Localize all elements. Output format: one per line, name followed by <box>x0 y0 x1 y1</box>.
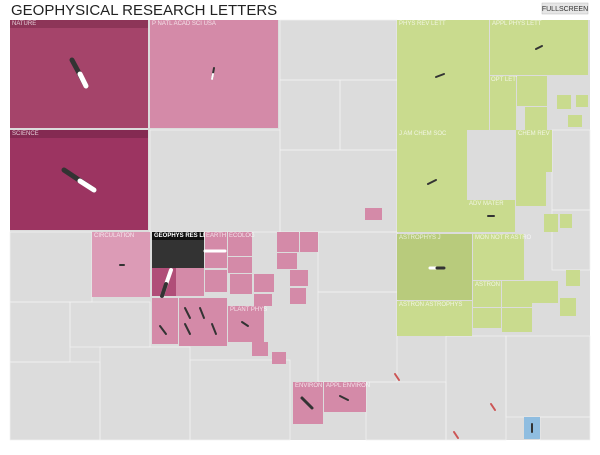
node-box[interactable] <box>502 281 532 307</box>
node-header <box>152 232 204 240</box>
needle <box>339 395 349 401</box>
node-box[interactable] <box>560 214 572 228</box>
needle <box>300 396 314 410</box>
node-label: J AM CHEM SOC <box>399 131 447 137</box>
node-label: APPL ENVIRON <box>326 383 370 389</box>
node-box[interactable] <box>560 298 576 316</box>
needle <box>453 431 459 439</box>
node-box[interactable] <box>277 253 297 269</box>
node-box[interactable] <box>566 270 580 286</box>
node-box[interactable] <box>517 76 547 106</box>
node-box[interactable] <box>576 95 588 107</box>
node-box[interactable] <box>230 274 252 294</box>
node-box[interactable] <box>502 308 532 332</box>
node-box[interactable] <box>525 107 547 130</box>
node-label: P NATL ACAD SCI USA <box>152 21 216 27</box>
node-label: OPT LETT <box>491 77 520 83</box>
needle <box>241 321 249 327</box>
node-box[interactable] <box>272 352 286 364</box>
needle <box>184 307 191 319</box>
node-box[interactable] <box>254 294 272 306</box>
node-box[interactable] <box>473 308 501 328</box>
node-label: ECOLOG <box>229 233 255 239</box>
node-box[interactable] <box>544 214 558 232</box>
needle <box>211 73 214 80</box>
needle <box>435 73 445 78</box>
node-header <box>10 20 148 28</box>
fullscreen-label[interactable]: FULLSCREEN <box>542 6 588 13</box>
node-label: CIRCULATION <box>94 233 134 239</box>
node-label: NATURE <box>12 21 36 27</box>
needle <box>394 373 400 381</box>
node-label: ADV MATER <box>469 201 504 207</box>
node-box[interactable] <box>300 232 318 252</box>
node-box[interactable] <box>568 115 582 127</box>
node-label: PHYS REV LETT <box>399 21 446 27</box>
node-label: ENVIRON <box>295 383 322 389</box>
node-label: GEOPHYS RES LET <box>154 233 211 239</box>
node-label: SCIENCE <box>12 131 39 137</box>
grid-cell <box>189 359 291 441</box>
node-box[interactable] <box>176 268 204 296</box>
needles <box>61 45 543 439</box>
node-box[interactable] <box>152 298 178 344</box>
node-box[interactable] <box>252 342 268 356</box>
node-header <box>10 130 148 138</box>
page-title: GEOPHYSICAL RESEARCH LETTERS <box>11 2 277 19</box>
node-box[interactable] <box>324 382 366 412</box>
needle <box>199 307 205 319</box>
needle <box>490 403 496 411</box>
title-box <box>8 2 234 20</box>
needle <box>77 71 89 89</box>
node-label: ASTRON J <box>475 282 505 288</box>
node-label: EARTH <box>206 233 226 239</box>
needle <box>159 325 167 335</box>
needle <box>184 323 191 335</box>
node-box[interactable] <box>228 232 252 256</box>
node-label: MON NOT R ASTRO <box>475 235 532 241</box>
node-box[interactable] <box>473 234 524 280</box>
node-box[interactable] <box>254 274 274 292</box>
node-box[interactable] <box>532 281 558 303</box>
node-box[interactable] <box>516 130 552 172</box>
node-label: ASTROPHYS J <box>399 235 441 241</box>
node-box[interactable] <box>205 270 227 292</box>
node-box[interactable] <box>228 257 252 273</box>
node-box[interactable] <box>397 301 472 336</box>
node-box[interactable] <box>557 95 571 109</box>
node-box[interactable] <box>277 232 299 252</box>
node-box[interactable] <box>473 281 501 307</box>
node-label: APPL PHYS LETT <box>492 21 542 27</box>
node-box[interactable] <box>516 172 546 206</box>
needle <box>77 178 97 193</box>
node-label: PLANT PHYS <box>230 307 267 313</box>
node-box[interactable] <box>290 270 308 286</box>
node-box[interactable] <box>490 76 516 130</box>
needle <box>160 282 168 298</box>
grid-cells <box>9 19 591 441</box>
needle <box>211 323 217 335</box>
node-box[interactable] <box>365 208 382 220</box>
fullscreen-button[interactable] <box>541 2 589 15</box>
needle <box>427 179 437 185</box>
node-label: CHEM REV <box>518 131 550 137</box>
node-box[interactable] <box>290 288 306 304</box>
needle <box>535 45 543 50</box>
node-label: ASTRON ASTROPHYS <box>399 302 462 308</box>
node-box[interactable] <box>179 298 227 346</box>
